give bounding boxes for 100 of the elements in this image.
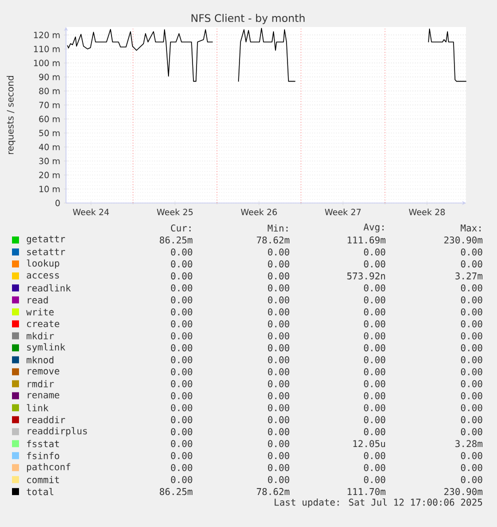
text: 0.00 <box>268 428 290 436</box>
text: 111.70m <box>348 488 386 496</box>
legend-label: setattr <box>27 248 66 256</box>
text: Last update: Sat Jul 12 17:00:06 2025 <box>274 498 482 508</box>
legend-label: fsstat <box>27 440 59 448</box>
y-tick-label: 110 m <box>34 46 60 52</box>
y-tick-label: 120 m <box>34 32 60 38</box>
text: 0.00 <box>268 248 290 256</box>
text: 0.00 <box>364 356 386 364</box>
y-tick-label: 90 m <box>39 74 60 80</box>
legend-label: fsinfo <box>27 452 60 460</box>
text: 0.00 <box>461 476 482 484</box>
text: 0.00 <box>364 416 386 424</box>
text: 0.00 <box>364 332 386 340</box>
text: 0.00 <box>171 272 192 280</box>
text: 0.00 <box>268 440 290 448</box>
text: 86.25m <box>160 488 192 496</box>
x-tick-label: Week 26 <box>240 208 277 216</box>
y-tick-label: 80 m <box>39 88 60 94</box>
text: 0.00 <box>268 452 290 460</box>
legend-label: read <box>28 296 48 304</box>
text: 230.90m <box>444 488 482 496</box>
text: 0.00 <box>364 404 386 412</box>
text: 0.00 <box>461 380 482 388</box>
text: 0.00 <box>268 476 290 484</box>
text: 0.00 <box>268 368 290 376</box>
text: 78.62m <box>256 488 290 496</box>
text: 0.00 <box>268 320 290 328</box>
legend-label: total <box>26 488 54 496</box>
text: 0.00 <box>364 320 386 328</box>
text: 0.00 <box>171 368 192 376</box>
text: 0.00 <box>461 392 482 400</box>
text: 0.00 <box>268 284 290 292</box>
legend-label: write <box>26 308 54 316</box>
text: 0.00 <box>461 356 482 364</box>
text: 0.00 <box>364 284 386 292</box>
y-tick-label: 40 m <box>38 144 60 150</box>
y-tick-label: 70 m <box>39 102 60 108</box>
text: 0.00 <box>364 380 386 388</box>
text: 0.00 <box>461 344 482 352</box>
text: 0.00 <box>364 308 386 316</box>
text: 0.00 <box>268 332 290 340</box>
text: 78.62m <box>256 236 290 244</box>
text: 111.69m <box>348 236 386 244</box>
legend-label: link <box>26 404 48 412</box>
text: 0.00 <box>461 416 482 424</box>
text: 0.00 <box>364 248 386 256</box>
text: 0.00 <box>364 260 386 268</box>
legend-label: rename <box>28 393 60 398</box>
text: 0.00 <box>268 392 290 400</box>
y-tick-label: 50 m <box>39 130 60 136</box>
y-tick-label: 20 m <box>39 172 60 178</box>
text: 0.00 <box>171 392 192 400</box>
text: 0.00 <box>364 368 386 376</box>
legend-label: access <box>26 273 59 279</box>
text: 0.00 <box>171 428 192 436</box>
text: 0.00 <box>171 260 192 268</box>
text: 0.00 <box>364 476 386 484</box>
y-tick-label: 100 m <box>34 60 60 66</box>
text: 12.05u <box>353 440 385 448</box>
text: 0.00 <box>461 296 482 304</box>
text: 0.00 <box>461 368 482 376</box>
text: Min: <box>268 224 288 232</box>
text: 0.00 <box>461 332 482 340</box>
text: Avg: <box>364 224 384 232</box>
legend-label: readdir <box>28 416 66 424</box>
legend-label: pathconf <box>27 463 70 472</box>
text: 0.00 <box>461 428 482 436</box>
text: 0.00 <box>268 308 290 316</box>
text: 0.00 <box>461 452 482 460</box>
text: 0.00 <box>268 260 290 268</box>
legend-label: mknod <box>26 356 54 364</box>
x-tick-label: Week 25 <box>156 208 193 216</box>
text: 3.28m <box>455 440 482 448</box>
y-tick-label: 30 m <box>39 158 60 164</box>
text: 0.00 <box>171 440 192 448</box>
legend-label: commit <box>27 476 59 484</box>
x-tick-label: Week 27 <box>324 208 361 216</box>
text: Max: <box>460 224 481 232</box>
text: 0.00 <box>461 284 482 292</box>
text: 0.00 <box>364 344 386 352</box>
text: 86.25m <box>160 236 192 244</box>
legend-label: remove <box>28 369 60 374</box>
text: 0.00 <box>268 416 290 424</box>
text: 0.00 <box>364 452 386 460</box>
y-tick-label: 10 m <box>39 186 60 192</box>
text: 0.00 <box>268 464 290 472</box>
text: 0.00 <box>171 320 192 328</box>
text: 0.00 <box>171 332 192 340</box>
text: 0.00 <box>268 296 290 304</box>
text: 0.00 <box>461 464 482 472</box>
y-tick-label: 0 <box>56 200 60 206</box>
text: 0.00 <box>268 356 290 364</box>
text: 0.00 <box>268 380 290 388</box>
text: 0.00 <box>461 404 482 412</box>
x-tick-label: Week 24 <box>72 208 109 216</box>
legend-label: getattr <box>26 236 66 244</box>
y-axis-title: requests / second <box>6 76 16 154</box>
text: 0.00 <box>171 464 192 472</box>
legend-label: lookup <box>26 259 60 268</box>
